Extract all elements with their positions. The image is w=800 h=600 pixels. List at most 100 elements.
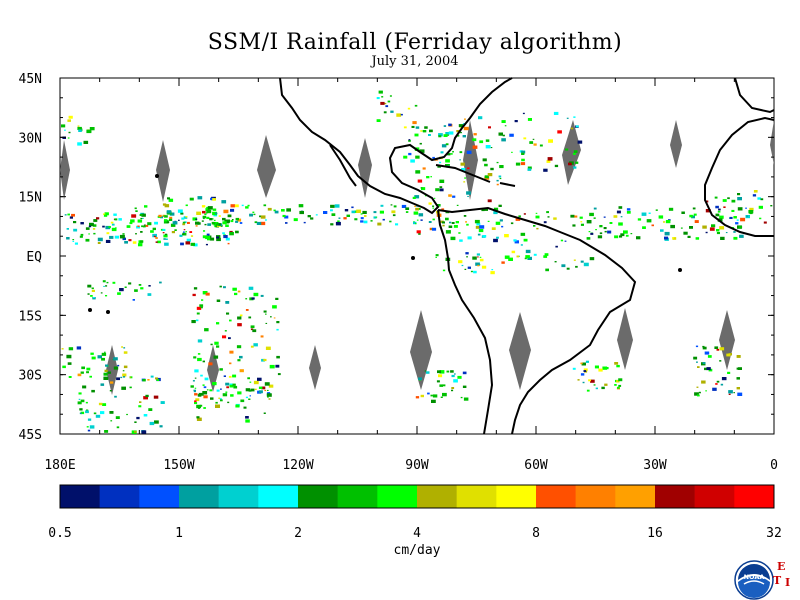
rain-pixel <box>171 231 175 234</box>
rain-pixel <box>680 227 683 229</box>
rain-pixel <box>432 156 435 159</box>
rain-pixel <box>199 404 203 407</box>
rain-pixel <box>198 407 200 409</box>
rain-pixel <box>481 265 487 269</box>
rain-pixel <box>198 392 203 396</box>
rain-pixel <box>135 210 138 212</box>
rain-pixel <box>237 323 242 327</box>
rain-pixel <box>229 319 232 322</box>
rain-pixel <box>260 221 266 226</box>
rain-pixel <box>720 383 724 386</box>
rain-pixel <box>98 402 103 406</box>
rain-pixel <box>260 215 266 219</box>
rain-pixel <box>354 210 358 213</box>
rain-pixel <box>636 236 641 240</box>
colorbar-swatch <box>298 485 338 508</box>
rain-pixel <box>484 163 488 167</box>
rain-pixel <box>482 235 487 238</box>
rain-pixel <box>119 288 124 292</box>
rain-pixel <box>593 207 597 210</box>
rain-pixel <box>572 367 576 370</box>
rain-pixel <box>111 223 115 226</box>
map-subtitle: July 31, 2004 <box>371 54 459 69</box>
rain-pixel <box>413 221 415 223</box>
rain-pixel <box>265 322 268 324</box>
rain-pixel <box>197 353 201 355</box>
colorbar-tick-label: 8 <box>532 526 540 541</box>
rain-pixel <box>445 159 450 163</box>
rain-pixel <box>210 197 214 201</box>
rain-pixel <box>142 217 144 219</box>
rain-pixel <box>217 223 221 226</box>
rain-pixel <box>599 225 603 228</box>
rain-pixel <box>491 269 494 271</box>
rain-pixel <box>472 256 477 260</box>
rain-pixel <box>78 129 82 132</box>
rain-pixel <box>205 243 208 246</box>
rain-pixel <box>105 364 109 367</box>
rain-pixel <box>102 225 105 228</box>
rain-pixel <box>579 216 583 219</box>
rain-pixel <box>85 410 89 414</box>
rain-pixel <box>736 377 740 380</box>
rain-pixel <box>210 343 213 346</box>
rain-pixel <box>472 138 477 142</box>
rain-pixel <box>704 367 708 371</box>
rain-pixel <box>466 256 468 258</box>
rain-pixel <box>215 212 218 215</box>
rain-pixel <box>376 119 381 122</box>
rain-pixel <box>237 359 241 362</box>
rain-pixel <box>139 240 144 243</box>
colorbar-swatch <box>139 485 180 508</box>
rain-pixel <box>205 208 210 212</box>
rain-pixel <box>218 215 221 217</box>
rain-pixel <box>543 168 548 172</box>
rain-pixel <box>370 220 373 222</box>
rain-pixel <box>701 380 706 384</box>
rain-pixel <box>330 204 335 208</box>
rain-pixel <box>273 209 276 212</box>
rain-pixel <box>482 158 487 162</box>
rain-pixel <box>126 413 128 416</box>
rain-pixel <box>249 297 254 301</box>
rain-pixel <box>203 407 206 409</box>
rain-pixel <box>250 345 254 348</box>
rain-pixel <box>123 347 126 349</box>
rain-pixel <box>733 236 738 240</box>
rain-pixel <box>189 197 194 201</box>
rain-pixel <box>379 210 384 214</box>
rain-pixel <box>241 204 244 207</box>
rain-pixel <box>211 218 214 220</box>
rain-pixel <box>77 401 82 405</box>
rain-pixel <box>637 218 642 221</box>
rain-pixel <box>228 375 232 378</box>
rain-pixel <box>601 386 605 390</box>
rain-pixel <box>136 416 140 420</box>
rain-pixel <box>527 256 532 260</box>
gap-diamond <box>60 140 70 200</box>
rain-pixel <box>698 391 701 394</box>
rain-pixel <box>467 266 471 269</box>
rain-pixel <box>131 214 137 218</box>
rain-pixel <box>185 204 188 207</box>
rain-pixel <box>222 221 227 225</box>
rain-pixel <box>67 213 70 216</box>
rain-pixel <box>330 209 333 212</box>
gap-diamond <box>410 310 432 390</box>
rain-pixel <box>270 316 272 318</box>
rain-pixel <box>419 149 425 153</box>
lat-label: 45S <box>19 428 42 443</box>
colorbar-swatch <box>496 485 537 508</box>
rain-pixel <box>170 223 176 227</box>
rain-pixel <box>128 239 132 242</box>
rain-pixel <box>185 241 191 245</box>
rain-pixel <box>221 200 227 204</box>
rain-pixel <box>140 287 144 290</box>
rain-pixel <box>461 264 464 267</box>
gap-diamond <box>509 312 531 390</box>
rain-pixel <box>79 412 82 415</box>
rain-pixel <box>527 168 532 171</box>
rain-pixel <box>165 233 168 236</box>
rain-pixel <box>229 384 234 388</box>
rain-pixel <box>249 213 253 217</box>
